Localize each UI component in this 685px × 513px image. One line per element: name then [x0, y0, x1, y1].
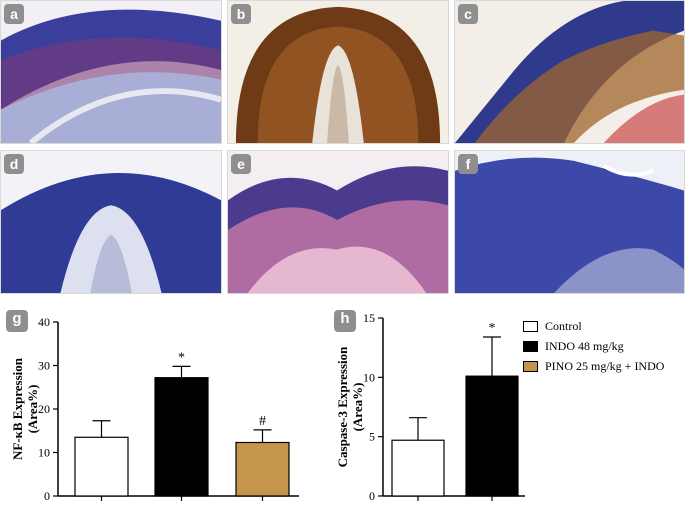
legend-swatch-control [523, 320, 538, 332]
histology-image-e [228, 151, 448, 293]
panel-label-a: a [4, 4, 24, 24]
bar [465, 375, 519, 497]
significance-mark: * [489, 321, 496, 336]
bar [391, 439, 445, 497]
significance-mark: * [178, 350, 185, 365]
panel-label-d: d [4, 154, 24, 174]
legend-label-indo: INDO 48 mg/kg [545, 338, 624, 353]
nfkb-bar-chart: NF-κB Expression(Area%) 0 10 20 30 40 * # [10, 315, 299, 503]
y-axis-label: Caspase-3 Expression(Area%) [335, 346, 365, 468]
legend-swatch-pino [523, 360, 538, 372]
legend-swatch-indo [523, 340, 538, 352]
legend-item-indo: INDO 48 mg/kg [523, 336, 664, 356]
y-tick-label: 0 [369, 489, 375, 503]
histology-image-c [455, 1, 684, 143]
histology-panel-b: b [227, 0, 449, 144]
chart-label-g: g [6, 310, 28, 332]
histology-panel-f: f [454, 150, 685, 294]
histology-panel-a: a [0, 0, 222, 144]
histology-panel-e: e [227, 150, 449, 294]
y-tick-label: 15 [363, 311, 375, 325]
histology-image-d [1, 151, 221, 293]
legend-label-control: Control [545, 318, 582, 333]
histology-panel-d: d [0, 150, 222, 294]
histology-image-a [1, 1, 221, 143]
panel-label-b: b [231, 4, 251, 24]
histology-panel-c: c [454, 0, 685, 144]
bar [154, 377, 209, 497]
y-tick-label: 10 [363, 370, 375, 384]
bar [74, 436, 129, 497]
significance-mark: # [259, 414, 266, 429]
y-tick-label: 40 [38, 315, 50, 329]
bar [235, 441, 290, 497]
chart-label-h: h [334, 310, 356, 332]
legend-item-pino: PINO 25 mg/kg + INDO [523, 356, 664, 376]
panel-label-f: f [458, 154, 478, 174]
histology-image-b [228, 1, 448, 143]
y-tick-label: 10 [38, 446, 50, 460]
y-axis-label: NF-κB Expression(Area%) [10, 357, 40, 460]
y-tick-label: 30 [38, 359, 50, 373]
panel-label-e: e [231, 154, 251, 174]
y-tick-label: 0 [44, 489, 50, 503]
legend-label-pino: PINO 25 mg/kg + INDO [545, 358, 665, 373]
histology-image-f [455, 151, 684, 293]
legend-item-control: Control [523, 316, 664, 336]
y-tick-label: 5 [369, 430, 375, 444]
panel-label-c: c [458, 4, 478, 24]
chart-legend: Control INDO 48 mg/kg PINO 25 mg/kg + IN… [523, 316, 664, 376]
y-tick-label: 20 [38, 402, 50, 416]
